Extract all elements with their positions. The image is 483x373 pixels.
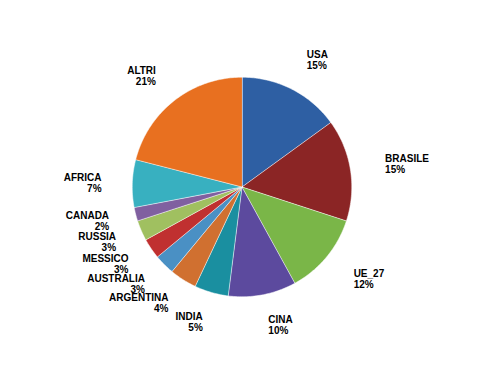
svg-text:ARGENTINA4%: ARGENTINA4% [109, 292, 169, 314]
svg-text:BRASILE15%: BRASILE15% [385, 153, 429, 175]
svg-text:MESSICO3%: MESSICO3% [82, 253, 128, 275]
svg-text:CINA10%: CINA10% [268, 314, 292, 336]
svg-text:CANADA2%: CANADA2% [66, 210, 109, 232]
svg-text:USA15%: USA15% [307, 49, 328, 71]
svg-text:RUSSIA3%: RUSSIA3% [78, 231, 116, 253]
svg-text:AUSTRALIA3%: AUSTRALIA3% [87, 273, 145, 295]
svg-text:ALTRI21%: ALTRI21% [127, 65, 156, 87]
svg-text:UE_2712%: UE_2712% [354, 268, 385, 290]
svg-text:INDIA5%: INDIA5% [176, 311, 203, 333]
svg-text:AFRICA7%: AFRICA7% [64, 172, 102, 194]
